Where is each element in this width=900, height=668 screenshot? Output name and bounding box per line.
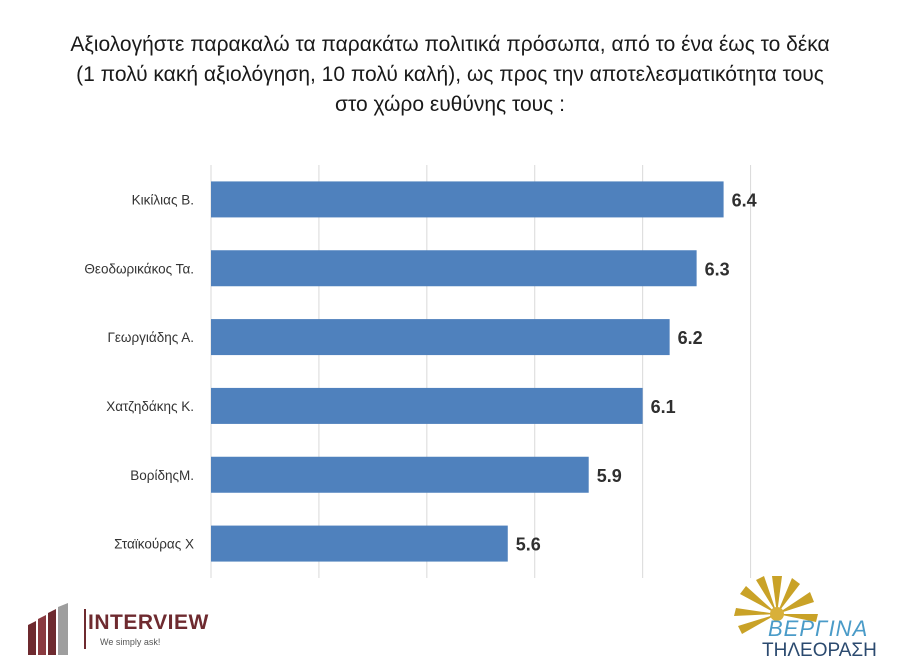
bar <box>211 250 697 287</box>
bar <box>211 456 589 493</box>
category-label: ΒορίδηςΜ. <box>130 468 194 483</box>
value-label: 5.6 <box>516 535 541 555</box>
interview-tagline: We simply ask! <box>100 637 161 647</box>
value-label: 6.1 <box>651 397 676 417</box>
bar-chart: Κικίλιας Β. 6.4 Θεοδωρικάκος Τα. 6.3 Γεωργιά… <box>84 165 757 578</box>
category-label: Γεωργιάδης Α. <box>107 330 194 345</box>
bar <box>211 525 508 562</box>
bar <box>211 387 643 424</box>
bar <box>211 181 724 218</box>
value-label: 5.9 <box>597 466 622 486</box>
interview-name: INTERVIEW <box>88 611 209 634</box>
chart-title-line-2: (1 πολύ κακή αξιολόγηση, 10 πολύ καλή), … <box>76 63 824 86</box>
bar <box>211 319 670 356</box>
interview-logo: INTERVIEW We simply ask! <box>26 603 246 659</box>
vergina-sun-icon <box>734 576 818 634</box>
category-label: Σταϊκούρας Χ <box>114 537 194 552</box>
vergina-logo: ΒΕΡΓΙΝΑ ΤΗΛΕΟΡΑΣΗ <box>728 574 900 668</box>
chart-title-line-3: στο χώρο ευθύνης τους : <box>335 93 565 116</box>
interview-bars-icon <box>28 603 68 655</box>
chart-title: Αξιολογήστε παρακαλώ τα παρακάτω πολιτικ… <box>0 30 900 120</box>
category-label: Χατζηδάκης Κ. <box>106 399 194 414</box>
chart-title-line-1: Αξιολογήστε παρακαλώ τα παρακάτω πολιτικ… <box>70 33 830 56</box>
category-label: Κικίλιας Β. <box>132 192 194 207</box>
value-label: 6.3 <box>705 259 730 279</box>
vergina-subtitle: ΤΗΛΕΟΡΑΣΗ <box>762 640 877 661</box>
interview-divider <box>84 609 86 649</box>
value-label: 6.4 <box>732 190 757 210</box>
value-label: 6.2 <box>678 328 703 348</box>
category-label: Θεοδωρικάκος Τα. <box>84 261 194 276</box>
vergina-name: ΒΕΡΓΙΝΑ <box>768 616 869 641</box>
